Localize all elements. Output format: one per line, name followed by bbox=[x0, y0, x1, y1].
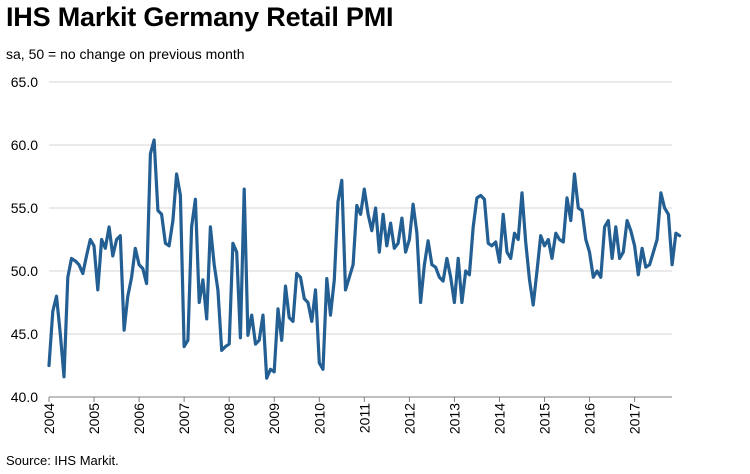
series-line-retail-pmi bbox=[47, 138, 682, 380]
chart-title: IHS Markit Germany Retail PMI bbox=[6, 2, 394, 32]
x-tick-label: 2009 bbox=[266, 403, 282, 434]
source-note: Source: IHS Markit. bbox=[6, 453, 119, 468]
x-tick-label: 2004 bbox=[41, 403, 57, 434]
y-tick-label: 45.0 bbox=[11, 326, 38, 342]
x-tick-label: 2014 bbox=[491, 403, 507, 434]
x-tick-label: 2011 bbox=[356, 403, 372, 433]
x-tick-label: 2012 bbox=[401, 403, 417, 434]
series-layer bbox=[47, 138, 682, 380]
x-axis-ticks: 2004 2005 2006 2007 2008 2009 2010 2011 2012 2013… bbox=[41, 397, 643, 434]
y-tick-label: 50.0 bbox=[11, 263, 38, 279]
y-axis-ticks: 65.0 60.0 55.0 50.0 45.0 40.0 bbox=[11, 74, 38, 405]
x-tick-label: 2017 bbox=[627, 403, 643, 434]
x-tick-label: 2006 bbox=[131, 403, 147, 434]
x-tick-label: 2013 bbox=[446, 403, 462, 434]
x-tick-label: 2010 bbox=[311, 403, 327, 434]
x-tick-label: 2007 bbox=[176, 403, 192, 434]
y-tick-label: 40.0 bbox=[11, 389, 38, 405]
x-tick-label: 2015 bbox=[537, 403, 553, 434]
y-tick-label: 55.0 bbox=[11, 200, 38, 216]
y-tick-label: 60.0 bbox=[11, 137, 38, 153]
chart-subtitle: sa, 50 = no change on previous month bbox=[6, 46, 245, 62]
y-tick-label: 65.0 bbox=[11, 74, 38, 90]
x-tick-label: 2016 bbox=[582, 403, 598, 434]
x-tick-label: 2005 bbox=[86, 403, 102, 434]
x-tick-label: 2008 bbox=[221, 403, 237, 434]
